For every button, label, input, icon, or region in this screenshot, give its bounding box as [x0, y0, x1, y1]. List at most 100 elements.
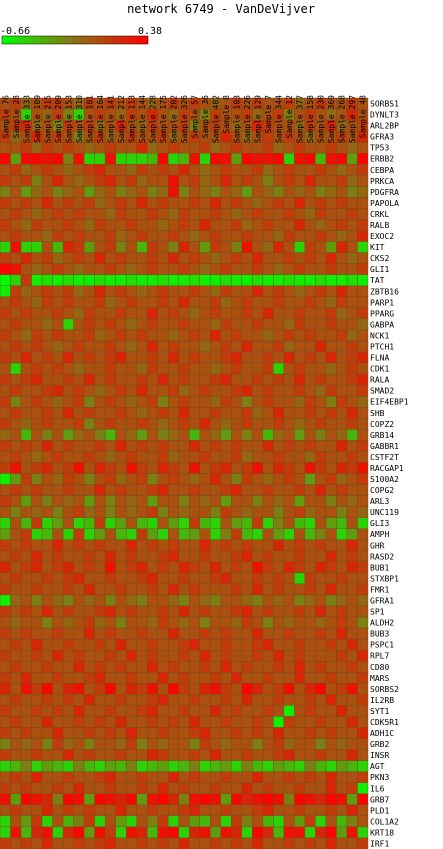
heatmap-cell [125, 605, 137, 618]
heatmap-cell [31, 186, 43, 198]
heatmap-cell [73, 650, 85, 662]
heatmap-cell [199, 495, 211, 507]
heatmap-cell [52, 815, 64, 828]
heatmap-cell [125, 517, 137, 529]
heatmap-cell [304, 694, 316, 706]
heatmap-cell [262, 782, 274, 794]
heatmap-cell [220, 782, 232, 794]
heatmap-cell [157, 219, 169, 231]
heatmap-cell [325, 451, 337, 463]
heatmap-cell [168, 340, 179, 353]
heatmap-cell [41, 307, 53, 320]
heatmap-cell [83, 440, 95, 452]
heatmap-cell [304, 771, 316, 783]
heatmap-cell [304, 451, 316, 463]
heatmap-cell [62, 384, 74, 397]
heatmap-cell [115, 252, 127, 264]
heatmap-cell [304, 351, 316, 364]
heatmap-cell [94, 252, 106, 264]
heatmap-cell [20, 263, 32, 275]
heatmap-cell [220, 837, 232, 849]
heatmap-cell [94, 561, 106, 574]
heatmap-cell [73, 705, 85, 717]
heatmap-cell [0, 197, 11, 209]
heatmap-cell [94, 318, 106, 331]
heatmap-cell [52, 318, 64, 331]
heatmap-cell [104, 815, 116, 828]
heatmap-cell [357, 451, 369, 463]
heatmap-cell [273, 804, 285, 817]
heatmap-cell [231, 771, 243, 783]
heatmap-cell [52, 826, 64, 839]
heatmap-cell [304, 782, 316, 794]
heatmap-cell [73, 672, 85, 684]
heatmap-cell [178, 705, 190, 717]
heatmap-cell [241, 517, 253, 529]
heatmap-cell [41, 274, 53, 286]
heatmap-cell [210, 307, 222, 320]
heatmap-cell [125, 826, 137, 839]
heatmap-cell [62, 175, 74, 187]
heatmap-cell [283, 738, 295, 750]
heatmap-cell [231, 384, 243, 397]
heatmap-cell [210, 771, 222, 783]
heatmap-cell [10, 727, 22, 739]
heatmap-cell [157, 738, 169, 750]
heatmap-cell [52, 760, 64, 772]
heatmap-cell [189, 219, 200, 231]
heatmap-cell [210, 561, 222, 574]
heatmap-cell [10, 351, 22, 364]
heatmap-cell [220, 384, 232, 397]
heatmap-cell [262, 252, 274, 264]
heatmap-cell [283, 219, 295, 231]
heatmap-cell [73, 362, 85, 375]
heatmap-cell [115, 219, 127, 231]
heatmap-cell [283, 153, 295, 165]
heatmap-cell [41, 230, 53, 242]
heatmap-cell [178, 727, 190, 739]
heatmap-cell [325, 263, 337, 275]
heatmap-cell [283, 230, 295, 242]
heatmap-cell [146, 274, 158, 286]
heatmap-cell [0, 351, 11, 364]
row-label: CRKL [370, 210, 389, 219]
heatmap-cell [104, 175, 116, 187]
heatmap-cell [157, 252, 169, 264]
heatmap-cell [168, 837, 179, 849]
heatmap-cell [125, 329, 137, 342]
heatmap-cell [20, 605, 32, 618]
heatmap-cell [199, 804, 211, 817]
heatmap-cell [104, 672, 116, 684]
heatmap-cell [241, 429, 253, 441]
heatmap-cell [304, 517, 316, 529]
row-label: IL2RB [370, 696, 394, 705]
heatmap-cell [52, 583, 64, 596]
heatmap-cell [52, 605, 64, 618]
heatmap-cell [52, 395, 64, 408]
heatmap-cell [210, 495, 222, 507]
heatmap-cell [294, 473, 306, 485]
heatmap-cell [210, 252, 222, 264]
heatmap-cell [357, 219, 369, 231]
column-label: Sample 226 [243, 95, 252, 143]
heatmap-cell [157, 208, 169, 220]
heatmap-cell [125, 274, 137, 286]
heatmap-cell [94, 594, 106, 607]
heatmap-cell [31, 241, 43, 253]
heatmap-cell [104, 230, 116, 242]
row-label: DYNLT3 [370, 111, 399, 120]
heatmap-cell [20, 837, 32, 849]
heatmap-cell [94, 495, 106, 507]
heatmap-cell [220, 694, 232, 706]
heatmap-cell [189, 583, 200, 596]
heatmap-cell [199, 517, 211, 529]
heatmap-cell [241, 782, 253, 794]
heatmap-cell [41, 362, 53, 375]
heatmap-cell [220, 683, 232, 695]
heatmap-cell [210, 605, 222, 618]
heatmap-cell [304, 440, 316, 452]
heatmap-cell [199, 141, 211, 154]
heatmap-cell [199, 395, 211, 408]
heatmap-cell [346, 329, 358, 342]
heatmap-cell [273, 749, 285, 761]
